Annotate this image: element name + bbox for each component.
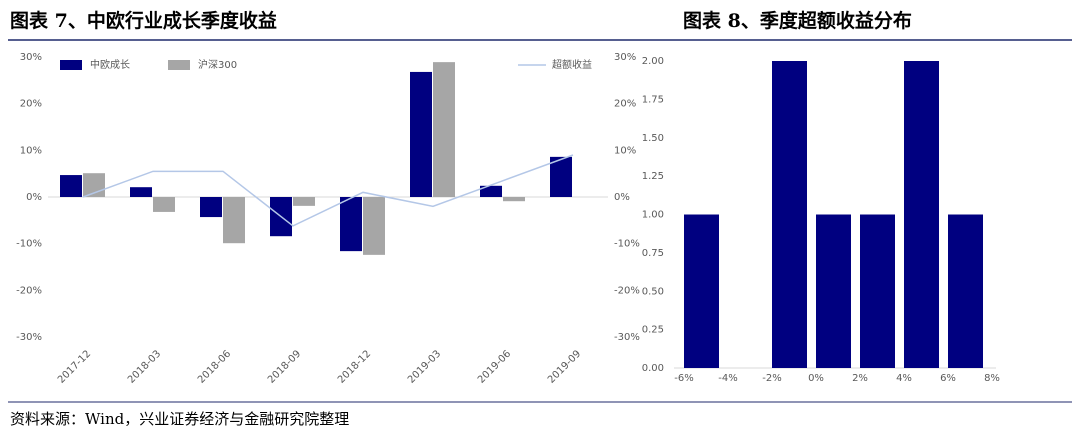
legend-swatch [60, 60, 82, 70]
bar [223, 197, 245, 244]
x-tick-label: 2018-06 [196, 348, 233, 385]
y-tick-label: -20% [16, 285, 42, 296]
bar [480, 185, 502, 197]
bar [860, 214, 895, 368]
bar [410, 71, 432, 197]
bar [433, 62, 455, 198]
y-tick-label: 1.25 [642, 171, 664, 182]
bar [153, 197, 175, 212]
bar [200, 197, 222, 218]
source: 资料来源：Wind，兴业证券经济与金融研究院整理 [10, 410, 349, 428]
bar [363, 197, 385, 255]
legend-label: 中欧成长 [90, 58, 130, 71]
y-tick-label: -10% [16, 239, 42, 250]
legend-label: 超额收益 [552, 58, 592, 71]
chart-title: 图表 8、季度超额收益分布 [683, 9, 912, 32]
x-tick-label: 2018-03 [126, 348, 163, 385]
y-tick-label: 0.25 [642, 325, 664, 336]
y2-tick-label: 30% [614, 52, 636, 63]
y-tick-label: 0.00 [642, 363, 664, 374]
x-tick-label: 2017-12 [56, 348, 93, 385]
bar [340, 197, 362, 252]
y-tick-label: 1.00 [642, 210, 664, 221]
bar [948, 214, 983, 368]
y2-tick-label: 0% [614, 192, 630, 203]
y-tick-label: 1.50 [642, 133, 664, 144]
bar [60, 175, 82, 197]
y-tick-label: 1.75 [642, 94, 664, 105]
x-tick-label: 2018-09 [266, 348, 303, 385]
x-tick-label: 2% [852, 373, 868, 384]
y-tick-label: 20% [20, 99, 42, 110]
bar [904, 61, 939, 368]
y2-tick-label: 10% [614, 145, 636, 156]
bar [293, 197, 315, 206]
x-tick-label: 0% [808, 373, 824, 384]
y-tick-label: -30% [16, 332, 42, 343]
bar [684, 214, 719, 368]
y2-tick-label: -20% [614, 285, 640, 296]
bar [816, 214, 851, 368]
x-tick-label: 2019-09 [546, 348, 583, 385]
y2-tick-label: -30% [614, 332, 640, 343]
x-tick-label: -4% [718, 373, 737, 384]
legend-label: 沪深300 [198, 58, 237, 71]
y-tick-label: 2.00 [642, 56, 664, 67]
x-tick-label: 8% [984, 373, 1000, 384]
y-tick-label: 0.75 [642, 248, 664, 259]
y-tick-label: 30% [20, 52, 42, 63]
bar [503, 197, 525, 202]
y-tick-label: 0.50 [642, 286, 664, 297]
legend-swatch [168, 60, 190, 70]
x-tick-label: -6% [674, 373, 693, 384]
bar [130, 187, 152, 197]
x-tick-label: 2019-06 [476, 348, 513, 385]
y-tick-label: 10% [20, 145, 42, 156]
x-tick-label: 2019-03 [406, 348, 443, 385]
y-tick-label: 0% [26, 192, 42, 203]
bar [772, 61, 807, 368]
bar [550, 156, 572, 197]
x-tick-label: -2% [762, 373, 781, 384]
y2-tick-label: -10% [614, 239, 640, 250]
line [82, 154, 574, 227]
y2-tick-label: 20% [614, 99, 636, 110]
x-tick-label: 4% [896, 373, 912, 384]
x-tick-label: 2018-12 [336, 348, 373, 385]
x-tick-label: 6% [940, 373, 956, 384]
chart-title: 图表 7、中欧行业成长季度收益 [10, 9, 277, 32]
